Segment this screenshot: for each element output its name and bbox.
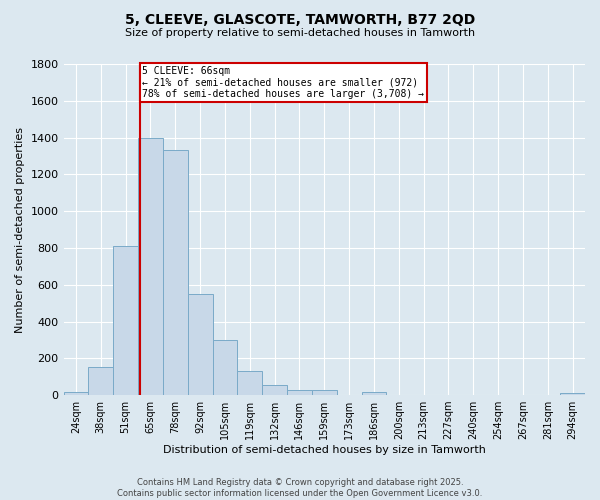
Bar xyxy=(113,246,138,395)
Bar xyxy=(163,150,188,395)
Bar xyxy=(64,392,88,395)
Text: 5, CLEEVE, GLASCOTE, TAMWORTH, B77 2QD: 5, CLEEVE, GLASCOTE, TAMWORTH, B77 2QD xyxy=(125,12,475,26)
Bar xyxy=(262,385,287,395)
Bar xyxy=(188,294,212,395)
Bar xyxy=(362,392,386,395)
Bar xyxy=(238,371,262,395)
Text: Size of property relative to semi-detached houses in Tamworth: Size of property relative to semi-detach… xyxy=(125,28,475,38)
Bar xyxy=(560,393,585,395)
Text: 5 CLEEVE: 66sqm
← 21% of semi-detached houses are smaller (972)
78% of semi-deta: 5 CLEEVE: 66sqm ← 21% of semi-detached h… xyxy=(142,66,424,99)
Bar xyxy=(88,368,113,395)
Bar xyxy=(312,390,337,395)
Bar xyxy=(212,340,238,395)
Bar xyxy=(287,390,312,395)
Bar xyxy=(138,138,163,395)
X-axis label: Distribution of semi-detached houses by size in Tamworth: Distribution of semi-detached houses by … xyxy=(163,445,486,455)
Y-axis label: Number of semi-detached properties: Number of semi-detached properties xyxy=(15,126,25,332)
Text: Contains HM Land Registry data © Crown copyright and database right 2025.
Contai: Contains HM Land Registry data © Crown c… xyxy=(118,478,482,498)
